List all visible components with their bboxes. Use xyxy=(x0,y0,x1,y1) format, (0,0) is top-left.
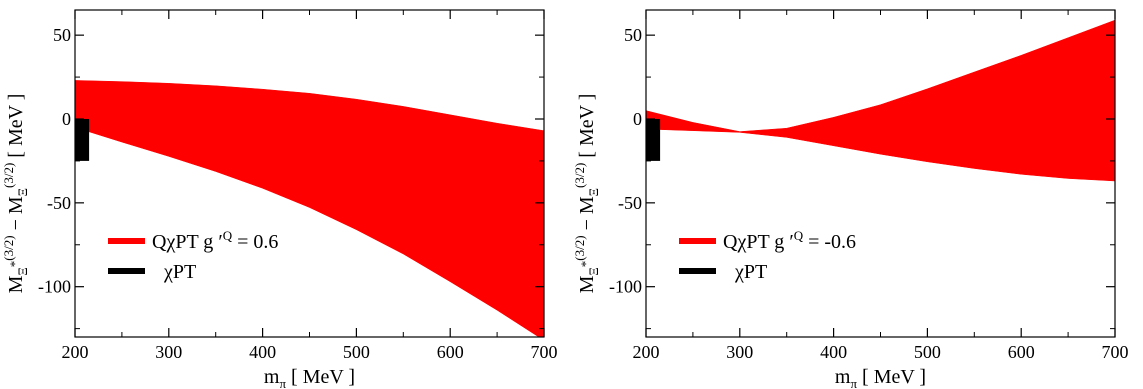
block-chipt xyxy=(646,119,661,161)
y-tick-label: 0 xyxy=(62,109,71,129)
x-tick-label: 500 xyxy=(343,342,370,362)
x-tick-label: 700 xyxy=(531,342,558,362)
x-tick-label: 500 xyxy=(914,342,941,362)
legend-label-chipt: χPT xyxy=(163,261,196,283)
y-tick-label: 50 xyxy=(624,25,642,45)
x-axis: 200 300 400 500 600 700 xyxy=(633,10,1129,362)
legend-label-chipt: χPT xyxy=(734,261,767,283)
y-tick-label: -100 xyxy=(609,277,642,297)
y-tick-label: 50 xyxy=(53,25,71,45)
y-axis: -100 -50 0 50 xyxy=(38,25,544,330)
x-tick-label: 600 xyxy=(437,342,464,362)
x-tick-label: 300 xyxy=(155,342,182,362)
chart-panel-2: 200 300 400 500 600 700 -100 -50 0 50 mπ [ MeV ] MΞ… xyxy=(572,9,1129,389)
x-tick-label: 600 xyxy=(1008,342,1035,362)
x-tick-label: 400 xyxy=(820,342,847,362)
y-tick-label: 0 xyxy=(633,109,642,129)
y-axis: -100 -50 0 50 xyxy=(609,25,1115,330)
block-chipt xyxy=(75,119,90,161)
y-axis-label: MΞ*(3/2) − MΞ(3/2) [ MeV ] xyxy=(1,94,30,294)
y-tick-label: -100 xyxy=(38,277,71,297)
y-axis-label: MΞ*(3/2) − MΞ(3/2) [ MeV ] xyxy=(572,94,601,294)
x-tick-label: 200 xyxy=(62,342,89,362)
x-tick-label: 300 xyxy=(726,342,753,362)
band-qchipt xyxy=(646,19,1115,182)
band-qchipt xyxy=(75,80,544,337)
legend: QχPT g ′Q = -0.6 χPT xyxy=(679,228,856,283)
legend-label-qchipt: QχPT g ′Q = 0.6 xyxy=(152,228,278,253)
y-tick-label: -50 xyxy=(47,193,71,213)
x-tick-label: 200 xyxy=(633,342,660,362)
plot-area xyxy=(646,19,1115,182)
legend: QχPT g ′Q = 0.6 χPT xyxy=(108,228,278,283)
x-axis-label: mπ [ MeV ] xyxy=(264,366,355,389)
x-tick-label: 400 xyxy=(249,342,276,362)
chart-panel-1: 200 300 400 500 600 700 -100 -50 0 50 mπ [ MeV ] MΞ… xyxy=(1,9,558,389)
y-tick-label: -50 xyxy=(618,193,642,213)
plot-area xyxy=(75,80,544,337)
x-axis-label: mπ [ MeV ] xyxy=(835,366,926,389)
legend-label-qchipt: QχPT g ′Q = -0.6 xyxy=(723,228,856,253)
x-axis: 200 300 400 500 600 700 xyxy=(62,10,558,362)
x-tick-label: 700 xyxy=(1102,342,1129,362)
